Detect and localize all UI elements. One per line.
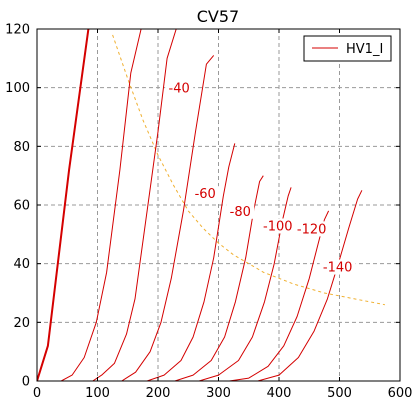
curve-label--80: -80 — [230, 205, 251, 220]
curve-label-bg — [319, 259, 356, 275]
curve-label-bg — [165, 80, 194, 96]
grid — [37, 29, 400, 381]
load-line — [112, 34, 385, 306]
x-tick-label: 400 — [267, 386, 292, 401]
x-tick-label: 200 — [146, 386, 171, 401]
y-tick-label: 40 — [13, 257, 30, 272]
curve-label-bg — [293, 221, 330, 237]
curve-label--40: -40 — [169, 82, 190, 97]
legend: HV1_I — [303, 35, 392, 62]
y-tick-label: 20 — [13, 316, 30, 331]
curve-label-bg — [191, 186, 220, 202]
x-tick-label: 0 — [33, 386, 41, 401]
y-tick-label: 100 — [5, 81, 30, 96]
curve-0 — [37, 29, 90, 381]
legend-label: HV1_I — [346, 42, 383, 57]
curve-grid-100 — [198, 187, 292, 381]
curve-grid-80 — [174, 175, 264, 381]
curve-labels-layer: -40 -60 -80 -100 -120 -140 — [165, 80, 356, 276]
ticks: 0 100 200 300 400 500 600 0 20 40 60 80 100 120 — [5, 23, 412, 402]
curve-label-bg — [226, 203, 255, 219]
curve-grid-140 — [257, 190, 363, 381]
curve-2 — [92, 29, 177, 381]
curve-1 — [60, 29, 142, 381]
curve-grid-40 — [121, 55, 215, 381]
curve-label--100: -100 — [263, 219, 293, 234]
x-tick-label: 300 — [206, 386, 231, 401]
x-tick-label: 500 — [327, 386, 352, 401]
y-tick-label: 0 — [22, 375, 30, 390]
load-line-layer — [112, 34, 385, 306]
y-tick-label: 120 — [5, 23, 30, 38]
curve-grid-60 — [146, 143, 236, 381]
y-tick-label: 60 — [13, 199, 30, 214]
curve-label--60: -60 — [195, 187, 216, 202]
x-tick-label: 100 — [85, 386, 110, 401]
curve-label-bg — [259, 218, 296, 234]
curve-label--140: -140 — [323, 261, 353, 276]
curve-label--120: -120 — [297, 222, 327, 237]
x-tick-label: 600 — [388, 386, 413, 401]
chart-title: CV57 — [197, 7, 239, 26]
y-tick-label: 80 — [13, 140, 30, 155]
